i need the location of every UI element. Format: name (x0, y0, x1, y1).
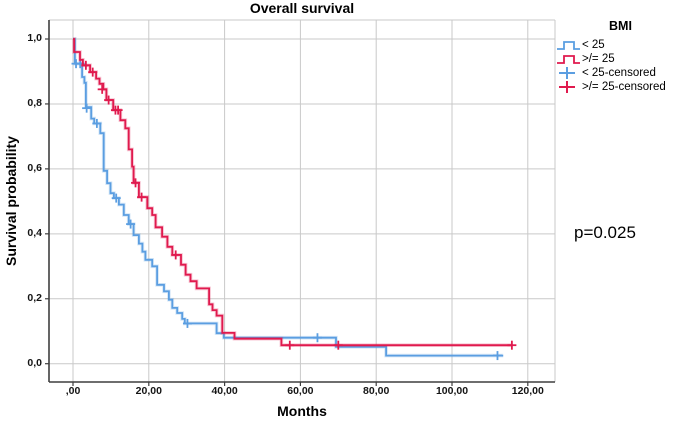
y-tick-label: 1,0 (27, 32, 42, 44)
survival-curve-lt25 (73, 38, 504, 357)
legend-item-lt25: < 25 (556, 38, 685, 52)
x-tick-label: 100,00 (435, 385, 469, 397)
legend-item-lt25-censored: < 25-censored (556, 66, 685, 80)
step-line-icon (556, 39, 582, 51)
step-line-icon (556, 53, 582, 65)
y-tick-label: 0,6 (27, 161, 42, 174)
chart-title: Overall survival (249, 0, 355, 16)
y-axis-title: Survival probability (3, 136, 19, 266)
y-tick-label: 0,0 (27, 356, 42, 369)
survival-curve-gte25 (73, 38, 513, 347)
legend-item-label: < 25 (582, 39, 605, 51)
step-line-glyph (557, 41, 580, 50)
legend-item-gte25: >/= 25 (556, 52, 685, 66)
y-tick-label: 0,2 (27, 291, 42, 304)
legend-item-label: >/= 25 (582, 53, 615, 65)
x-tick-label: 40,00 (211, 385, 238, 397)
p-value-annotation: p=0.025 (574, 223, 636, 242)
legend: BMI < 25 >/= 25 < 25-censored (556, 19, 685, 94)
plus-glyph (559, 81, 575, 93)
legend-item-label: < 25-censored (582, 67, 656, 79)
x-tick-label: 60,00 (287, 385, 314, 397)
plus-glyph (559, 67, 575, 79)
legend-item-gte25-censored: >/= 25-censored (556, 80, 685, 94)
x-tick-label: 120,00 (511, 385, 544, 397)
x-axis-title: Months (277, 403, 327, 419)
y-tick-label: 0,8 (27, 96, 42, 109)
x-tick-label: 20,00 (135, 385, 162, 397)
plus-icon (556, 80, 582, 94)
legend-title: BMI (609, 19, 632, 33)
step-line-glyph (557, 55, 580, 64)
legend-item-label: >/= 25-censored (582, 81, 666, 93)
x-tick-label: ,00 (65, 385, 81, 397)
plus-icon (556, 66, 582, 80)
y-tick-label: 0,4 (27, 226, 42, 239)
x-tick-label: 80,00 (363, 385, 390, 397)
